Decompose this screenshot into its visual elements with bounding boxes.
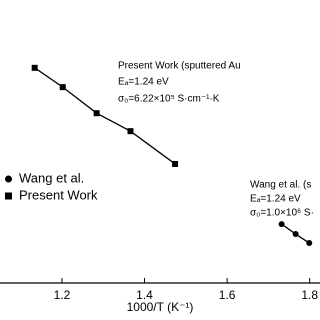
- marker: [127, 128, 134, 135]
- annotation: Present Work (sputtered Au: [118, 61, 241, 72]
- marker: [292, 231, 299, 238]
- legend-label: Wang et al.: [19, 170, 84, 185]
- marker: [306, 240, 313, 247]
- marker: [172, 160, 179, 167]
- x-axis-label: 1000/T (K⁻¹): [127, 300, 194, 314]
- marker: [31, 64, 38, 71]
- annotation: σ₀=6.22×10⁵ S·cm⁻¹·K: [118, 94, 220, 105]
- x-tick-label: 1.6: [219, 288, 236, 302]
- x-tick-label: 1.8: [301, 288, 318, 302]
- x-tick-label: 1.4: [136, 288, 153, 302]
- legend-marker: [5, 192, 12, 200]
- annotation: Eₐ=1.24 eV: [250, 194, 301, 205]
- annotation: Eₐ=1.24 eV: [118, 77, 169, 88]
- marker: [278, 221, 285, 228]
- marker: [59, 84, 66, 91]
- legend-label: Present Work: [19, 187, 98, 202]
- marker: [93, 110, 100, 117]
- annotation: σ₀=1.0×10⁶ S·: [250, 208, 314, 219]
- legend-marker: [5, 175, 12, 183]
- annotation: Wang et al. (s: [250, 180, 311, 191]
- x-tick-label: 1.2: [54, 288, 71, 302]
